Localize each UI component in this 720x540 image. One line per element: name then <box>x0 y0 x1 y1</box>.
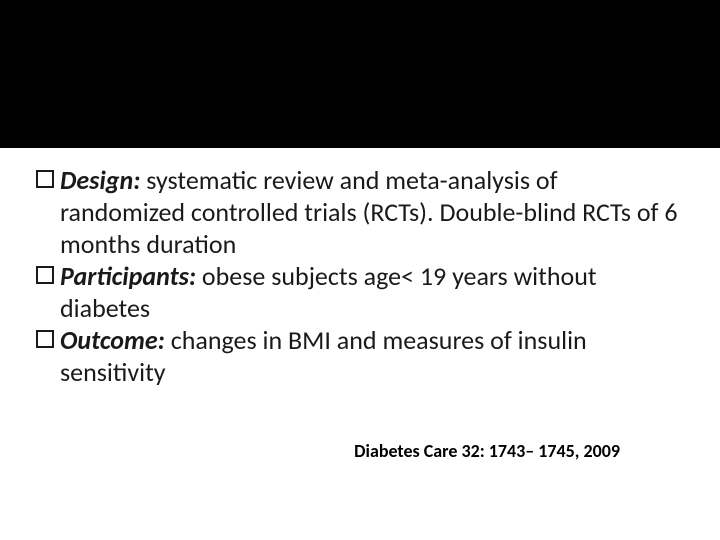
bullet-item-outcome: Outcome: changes in BMI and measures of … <box>36 324 684 388</box>
citation-line: Diabetes Care 32: 1743– 1745, 2009 <box>36 440 684 462</box>
bullet-box-icon <box>36 266 54 284</box>
bullet-text: Design: systematic review and meta-analy… <box>60 164 684 260</box>
bullet-box-icon <box>36 330 54 348</box>
bullet-label: Participants: <box>60 260 196 292</box>
bullet-item-participants: Participants: obese subjects age< 19 yea… <box>36 260 684 324</box>
bullet-text: Outcome: changes in BMI and measures of … <box>60 324 684 388</box>
slide-content: Design: systematic review and meta-analy… <box>0 148 720 462</box>
bullet-list: Design: systematic review and meta-analy… <box>36 164 684 388</box>
bullet-text: Participants: obese subjects age< 19 yea… <box>60 260 684 324</box>
bullet-label: Outcome: <box>60 324 165 356</box>
bullet-body: systematic review and meta-analysis of r… <box>60 164 678 260</box>
bullet-box-icon <box>36 170 54 188</box>
bullet-label: Design: <box>60 164 140 196</box>
top-black-bar <box>0 0 720 148</box>
bullet-item-design: Design: systematic review and meta-analy… <box>36 164 684 260</box>
